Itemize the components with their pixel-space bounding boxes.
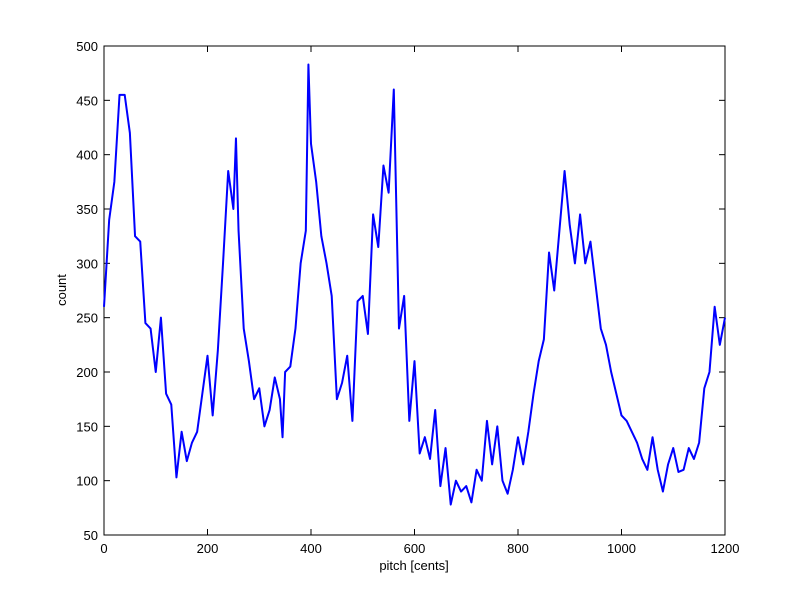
- x-axis-label: pitch [cents]: [379, 558, 448, 573]
- y-tick-label: 350: [76, 202, 98, 217]
- x-tick-label: 1000: [607, 541, 636, 556]
- y-tick-label: 400: [76, 148, 98, 163]
- y-tick-label: 100: [76, 474, 98, 489]
- data-line: [103, 63, 726, 506]
- y-tick-label: 500: [76, 39, 98, 54]
- y-tick-label: 50: [84, 528, 98, 543]
- y-axis-label: count: [54, 274, 69, 306]
- y-tick-label: 200: [76, 365, 98, 380]
- x-tick-label: 0: [100, 541, 107, 556]
- plot-area: [103, 45, 726, 536]
- y-tick-label: 150: [76, 419, 98, 434]
- y-tick-label: 300: [76, 256, 98, 271]
- x-tick-label: 200: [197, 541, 219, 556]
- x-tick-label: 600: [404, 541, 426, 556]
- x-tick-label: 1200: [711, 541, 740, 556]
- y-tick-label: 450: [76, 93, 98, 108]
- x-tick-label: 400: [300, 541, 322, 556]
- y-tick-label: 250: [76, 311, 98, 326]
- x-tick-label: 800: [507, 541, 529, 556]
